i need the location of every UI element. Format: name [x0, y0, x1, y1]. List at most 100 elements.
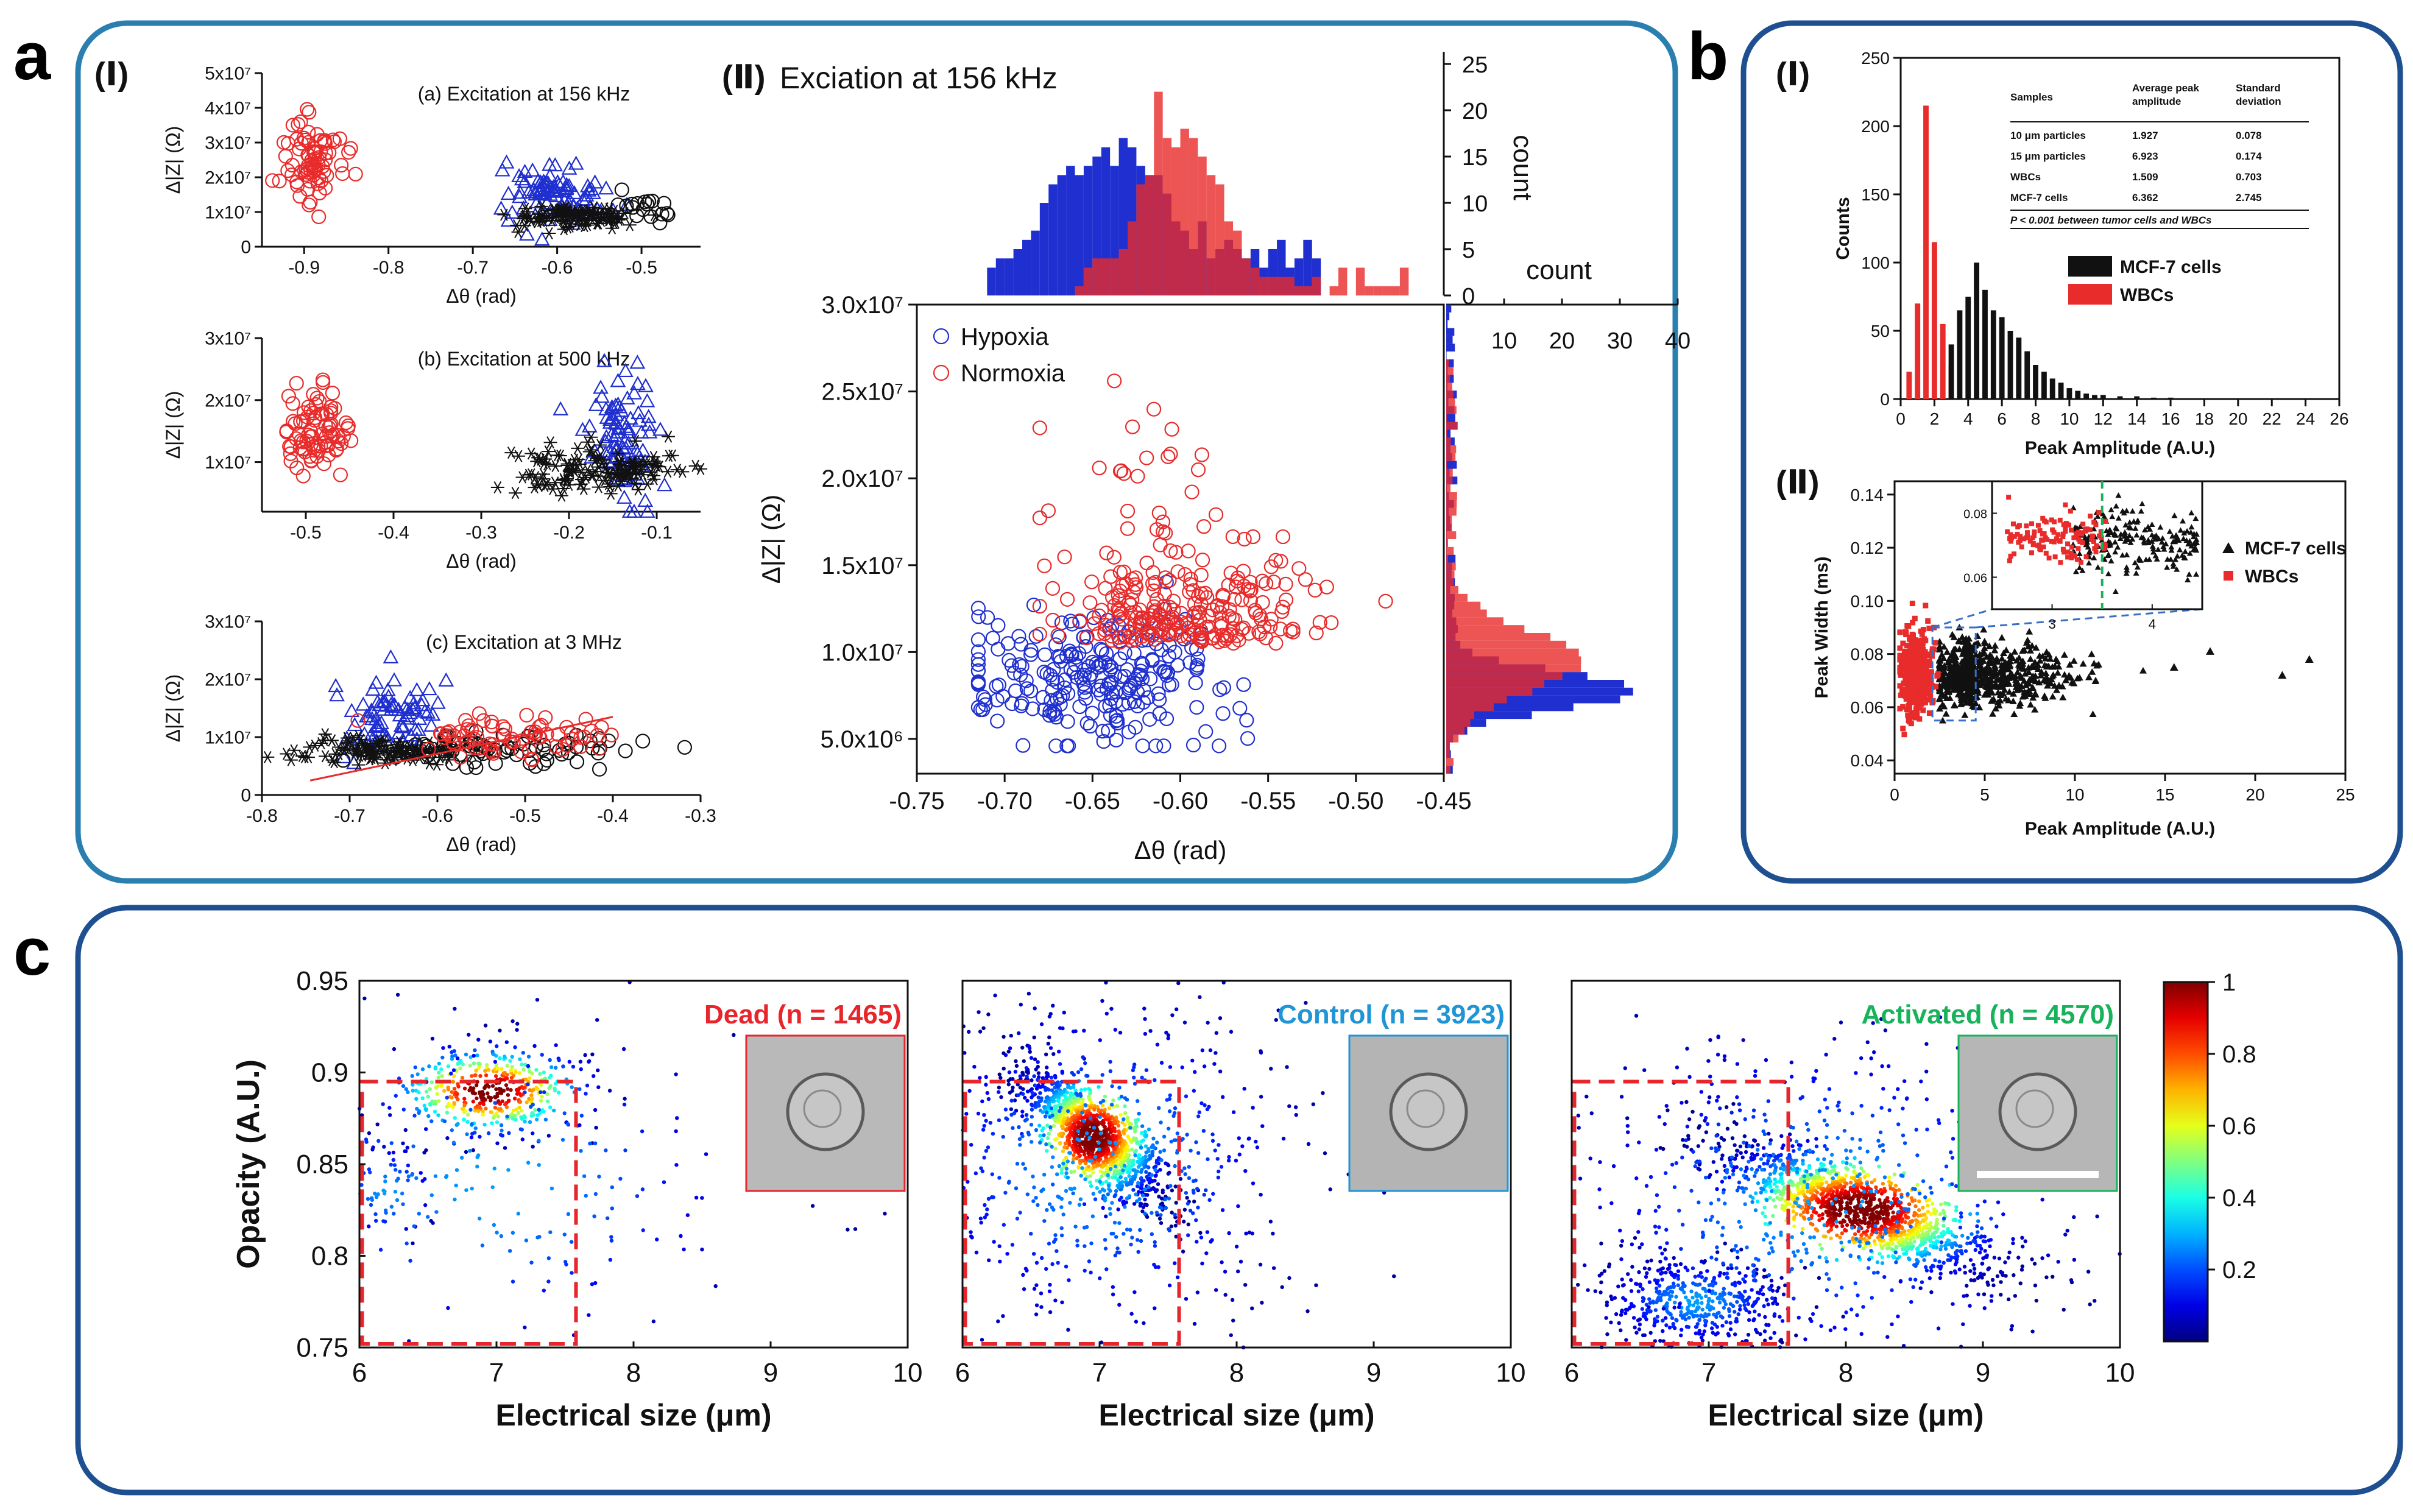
density-point — [529, 1093, 534, 1098]
table-header: Samples — [2010, 91, 2053, 103]
density-point — [410, 1074, 414, 1078]
density-point — [441, 1046, 445, 1050]
legend-mcf7-marker — [2222, 542, 2235, 553]
density-point — [506, 1099, 511, 1103]
mcf7-point — [2169, 663, 2178, 671]
data-point — [660, 465, 674, 478]
density-point — [515, 1022, 520, 1026]
right-hist-bar-normoxia — [1446, 656, 1581, 665]
data-point — [578, 220, 592, 233]
data-point — [289, 174, 305, 189]
density-point — [476, 1037, 481, 1042]
table-cell: 15 μm particles — [2010, 150, 2086, 162]
data-point — [565, 462, 579, 475]
density-point — [490, 1185, 495, 1190]
x-tick-label: 0 — [1890, 785, 1899, 804]
data-point — [493, 200, 509, 215]
normoxia-point — [1092, 461, 1107, 476]
right-hist-bar-normoxia — [1446, 414, 1447, 422]
panel-a1-roman: (Ⅰ) — [94, 56, 129, 93]
top-hist-bar-normoxia — [1162, 138, 1172, 295]
data-point-stroke — [626, 472, 634, 485]
normoxia-point — [1107, 373, 1122, 389]
right-hist-bar-hypoxia — [1446, 352, 1447, 359]
data-point — [325, 132, 341, 147]
wbc-bar — [1940, 323, 1946, 399]
right-hist-bar-normoxia — [1446, 390, 1454, 398]
wbc-point — [1925, 618, 1931, 624]
mcf7-point — [2091, 677, 2099, 684]
data-point-stroke — [651, 457, 659, 470]
density-point — [429, 1218, 433, 1223]
data-point — [670, 464, 684, 476]
top-hist-bar-normoxia — [1277, 277, 1286, 295]
density-point — [504, 1083, 509, 1087]
y-axis-label: Δ|Z| (Ω) — [757, 495, 785, 584]
density-point — [461, 1117, 466, 1122]
density-point — [389, 1204, 394, 1209]
normoxia-point — [1057, 549, 1072, 565]
inset-wbc-point — [2065, 541, 2071, 546]
data-point-stroke — [573, 442, 582, 454]
wbc-bar — [1915, 303, 1921, 399]
density-point — [433, 1174, 438, 1178]
density-point — [458, 1066, 462, 1070]
data-point — [438, 672, 454, 687]
density-point — [542, 1288, 546, 1293]
inset-wbc-point — [2063, 502, 2068, 507]
density-point — [512, 1097, 517, 1101]
density-point — [548, 1105, 553, 1109]
mcf7-bar — [2007, 331, 2013, 399]
data-point — [304, 156, 320, 171]
frame-c — [75, 905, 2403, 1496]
density-point — [635, 1194, 640, 1198]
top-hist-bar-normoxia — [1294, 286, 1304, 295]
density-point — [368, 1170, 372, 1175]
top-hist-bar-normoxia — [1215, 184, 1224, 295]
density-point — [370, 1198, 375, 1202]
data-point-stroke — [574, 453, 583, 466]
data-point — [519, 226, 535, 241]
mcf7-bar — [1999, 317, 2005, 399]
inset-wbc-point — [2037, 546, 2043, 551]
right-hist-bar-normoxia — [1446, 703, 1494, 712]
mcf7-point — [1961, 711, 1969, 718]
data-point — [272, 174, 287, 189]
density-point — [552, 1108, 556, 1113]
density-point — [440, 1055, 445, 1060]
data-point — [532, 174, 549, 189]
density-point — [387, 1151, 391, 1156]
mcf7-bar — [2075, 390, 2081, 399]
density-point — [426, 1095, 430, 1099]
density-point — [475, 1096, 479, 1101]
data-point-stroke — [649, 450, 658, 463]
density-point — [549, 1065, 554, 1070]
right-hist-bar-normoxia — [1446, 515, 1452, 524]
density-point — [473, 1073, 477, 1078]
density-point — [373, 1218, 378, 1223]
density-point — [454, 1168, 459, 1172]
density-point — [515, 1028, 519, 1032]
y-axis-label: Counts — [1833, 197, 1853, 260]
wbc-point — [1909, 710, 1915, 716]
x-axis-label: Peak Amplitude (A.U.) — [2025, 819, 2215, 839]
data-point — [604, 487, 618, 500]
density-point — [482, 1122, 487, 1127]
wbc-point — [1909, 676, 1915, 682]
x-label: 6 — [1997, 409, 2007, 428]
right-hist-bar-normoxia — [1446, 429, 1447, 438]
hypoxia-point — [1170, 657, 1185, 673]
density-point — [585, 1083, 590, 1088]
data-point — [637, 492, 654, 507]
data-point — [332, 131, 347, 146]
wbc-point — [1913, 637, 1919, 643]
top-hist-bar-normoxia — [1338, 267, 1348, 295]
data-point — [571, 207, 585, 220]
density-point — [518, 1057, 522, 1061]
density-point — [520, 1137, 525, 1142]
x-axis-label: Δθ (rad) — [1134, 836, 1227, 864]
hypoxia-point — [1236, 677, 1251, 692]
data-point — [541, 445, 555, 458]
inset-wbc-point — [2093, 522, 2099, 528]
x-label: -0.2 — [553, 523, 585, 543]
